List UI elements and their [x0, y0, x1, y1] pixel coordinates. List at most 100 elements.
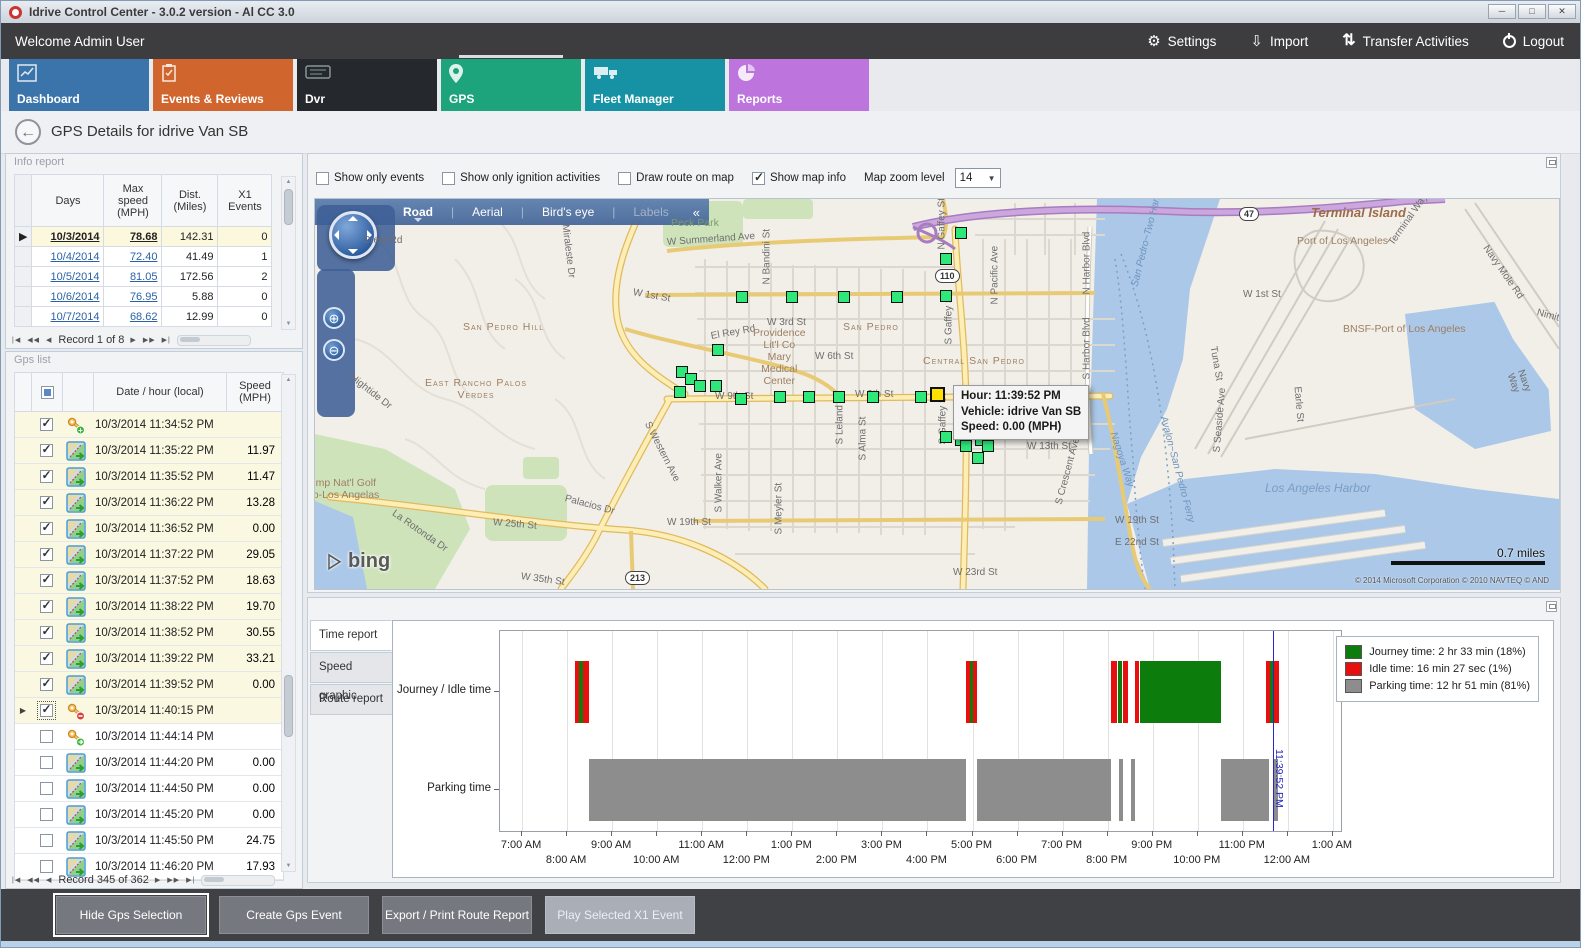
tab-events-reviews[interactable]: Events & Reviews: [153, 59, 293, 111]
gps-list-row[interactable]: +10/3/2014 11:34:52 PM: [15, 412, 283, 438]
gps-marker[interactable]: [774, 391, 786, 403]
select-all-checkbox[interactable]: [32, 373, 63, 411]
info-pager-fastnext-icon[interactable]: ▶▶: [142, 337, 156, 344]
gps-marker[interactable]: [867, 391, 879, 403]
max-speed-link[interactable]: 72.40: [103, 246, 163, 267]
info-pager-fastprev-icon[interactable]: ◀◀: [27, 337, 40, 344]
gps-marker[interactable]: [972, 452, 984, 464]
option-show-only-events[interactable]: Show only events: [316, 171, 424, 185]
gps-marker[interactable]: [940, 290, 952, 302]
speed-column-header[interactable]: Speed (MPH): [239, 380, 271, 404]
option-show-only-ignition-activities[interactable]: Show only ignition activities: [442, 171, 600, 185]
max-speed-link[interactable]: 78.68: [103, 226, 163, 247]
gps-pager-prev-icon[interactable]: ◀: [45, 877, 53, 884]
gps-list-pager[interactable]: |◀ ◀◀ ◀ Record 345 of 362 ▶ ▶▶ ▶|: [12, 874, 276, 886]
map-toolbar-collapse-icon[interactable]: «: [692, 204, 700, 220]
import-button[interactable]: ⇩ Import: [1250, 34, 1308, 49]
gps-marker[interactable]: [891, 291, 903, 303]
gps-marker[interactable]: [915, 391, 927, 403]
gps-list-row[interactable]: 10/3/2014 11:38:52 PM 30.55: [15, 620, 283, 646]
map-view-birdseye[interactable]: Bird's eye: [541, 205, 595, 219]
row-checkbox[interactable]: [31, 834, 61, 847]
info-column-header[interactable]: Days: [31, 174, 105, 227]
info-column-header[interactable]: X1 Events: [217, 174, 273, 227]
gps-marker[interactable]: [710, 380, 722, 392]
map[interactable]: Road | Aerial | Bird's eye | Labels « ⊕ ⊖ Crest…: [314, 198, 1560, 590]
option-draw-route-on-map[interactable]: Draw route on map: [618, 171, 734, 185]
info-report-row[interactable]: 10/5/2014 81.05 172.56 2: [13, 266, 273, 287]
gps-pager-last-icon[interactable]: ▶|: [186, 877, 196, 884]
gps-pager-hscrollbar[interactable]: [201, 874, 276, 886]
day-link[interactable]: 10/7/2014: [31, 306, 105, 327]
day-link[interactable]: 10/4/2014: [31, 246, 105, 267]
row-checkbox[interactable]: [31, 782, 61, 795]
max-speed-link[interactable]: 68.62: [103, 306, 163, 327]
map-zoom-level-select[interactable]: 14 ▼: [954, 168, 1001, 188]
gps-marker[interactable]: [786, 291, 798, 303]
tab-dvr[interactable]: Dvr: [297, 59, 437, 111]
row-checkbox[interactable]: [31, 468, 61, 483]
info-pager-next-icon[interactable]: ▶: [130, 337, 137, 344]
gps-list-row[interactable]: 10/3/2014 11:37:52 PM 18.63: [15, 568, 283, 594]
info-report-scrollbar[interactable]: ▲ ▼: [281, 176, 296, 330]
max-speed-link[interactable]: 81.05: [103, 266, 163, 287]
chart-panel-collapse-icon[interactable]: [1546, 601, 1557, 612]
map-zoom-out-button[interactable]: ⊖: [323, 339, 345, 361]
gps-list-row[interactable]: 10/3/2014 11:45:50 PM 24.75: [15, 828, 283, 854]
maximize-button[interactable]: □: [1518, 4, 1546, 19]
minimize-button[interactable]: ─: [1488, 4, 1516, 19]
gps-marker[interactable]: [838, 291, 850, 303]
gps-list-row[interactable]: 10/3/2014 11:36:52 PM 0.00: [15, 516, 283, 542]
day-link[interactable]: 10/5/2014: [31, 266, 105, 287]
gps-list-row[interactable]: 10/3/2014 11:44:14 PM: [15, 724, 283, 750]
back-button[interactable]: ←: [15, 119, 41, 145]
info-report-row[interactable]: ▶ 10/3/2014 78.68 142.31 0: [13, 226, 273, 247]
export-print-route-report-button[interactable]: Export / Print Route Report: [382, 896, 532, 934]
info-pager-first-icon[interactable]: |◀: [12, 337, 22, 344]
map-zoom-in-button[interactable]: ⊕: [323, 307, 345, 329]
gps-marker[interactable]: [736, 291, 748, 303]
info-pager-hscrollbar[interactable]: [176, 334, 251, 346]
row-checkbox[interactable]: [31, 730, 61, 743]
gps-marker[interactable]: [833, 391, 845, 403]
max-speed-link[interactable]: 76.95: [103, 286, 163, 307]
gps-list-row[interactable]: 10/3/2014 11:44:20 PM 0.00: [15, 750, 283, 776]
gps-marker[interactable]: [694, 380, 706, 392]
info-report-pager[interactable]: |◀ ◀◀ ◀ Record 1 of 8 ▶ ▶▶ ▶|: [12, 334, 251, 346]
row-checkbox[interactable]: [31, 650, 61, 665]
row-checkbox[interactable]: [31, 676, 61, 691]
report-tab-route-report[interactable]: Route report: [310, 684, 392, 715]
gps-list-row[interactable]: 10/3/2014 11:39:52 PM 0.00: [15, 672, 283, 698]
report-tab-speed-graphic[interactable]: Speed graphic: [310, 652, 392, 702]
row-checkbox[interactable]: [31, 416, 61, 431]
row-checkbox[interactable]: [31, 624, 61, 639]
settings-button[interactable]: ⚙ Settings: [1147, 34, 1216, 49]
transfer-activities-button[interactable]: ⇅ Transfer Activities: [1342, 33, 1468, 49]
gps-marker[interactable]: [712, 344, 724, 356]
row-checkbox[interactable]: [31, 701, 61, 720]
row-checkbox[interactable]: [31, 546, 61, 561]
row-checkbox[interactable]: [31, 494, 61, 509]
tab-gps[interactable]: GPS: [441, 55, 581, 111]
option-show-map-info[interactable]: Show map info: [751, 170, 846, 185]
info-column-header[interactable]: Dist. (Miles): [161, 174, 219, 227]
gps-marker[interactable]: [735, 393, 747, 405]
info-report-row[interactable]: 10/7/2014 68.62 12.99 0: [13, 306, 273, 327]
row-checkbox[interactable]: [31, 808, 61, 821]
datetime-column-header[interactable]: Date / hour (local): [94, 373, 227, 411]
gps-marker[interactable]: [674, 386, 686, 398]
gps-marker[interactable]: [803, 391, 815, 403]
info-pager-prev-icon[interactable]: ◀: [45, 337, 53, 344]
gps-list-row[interactable]: 10/3/2014 11:36:22 PM 13.28: [15, 490, 283, 516]
gps-list-row[interactable]: 10/3/2014 11:44:50 PM 0.00: [15, 776, 283, 802]
create-gps-event-button[interactable]: Create Gps Event: [219, 896, 369, 934]
map-view-road[interactable]: Road: [403, 205, 433, 222]
report-tab-time-report[interactable]: Time report: [310, 620, 392, 651]
gps-list-row[interactable]: 10/3/2014 11:39:22 PM 33.21: [15, 646, 283, 672]
close-button[interactable]: ✕: [1548, 4, 1576, 19]
gps-list-row[interactable]: 10/3/2014 11:35:22 PM 11.97: [15, 438, 283, 464]
selected-gps-marker[interactable]: [929, 386, 945, 402]
day-link[interactable]: 10/3/2014: [31, 226, 105, 247]
gps-marker[interactable]: [940, 253, 952, 265]
info-report-row[interactable]: 10/6/2014 76.95 5.88 0: [13, 286, 273, 307]
